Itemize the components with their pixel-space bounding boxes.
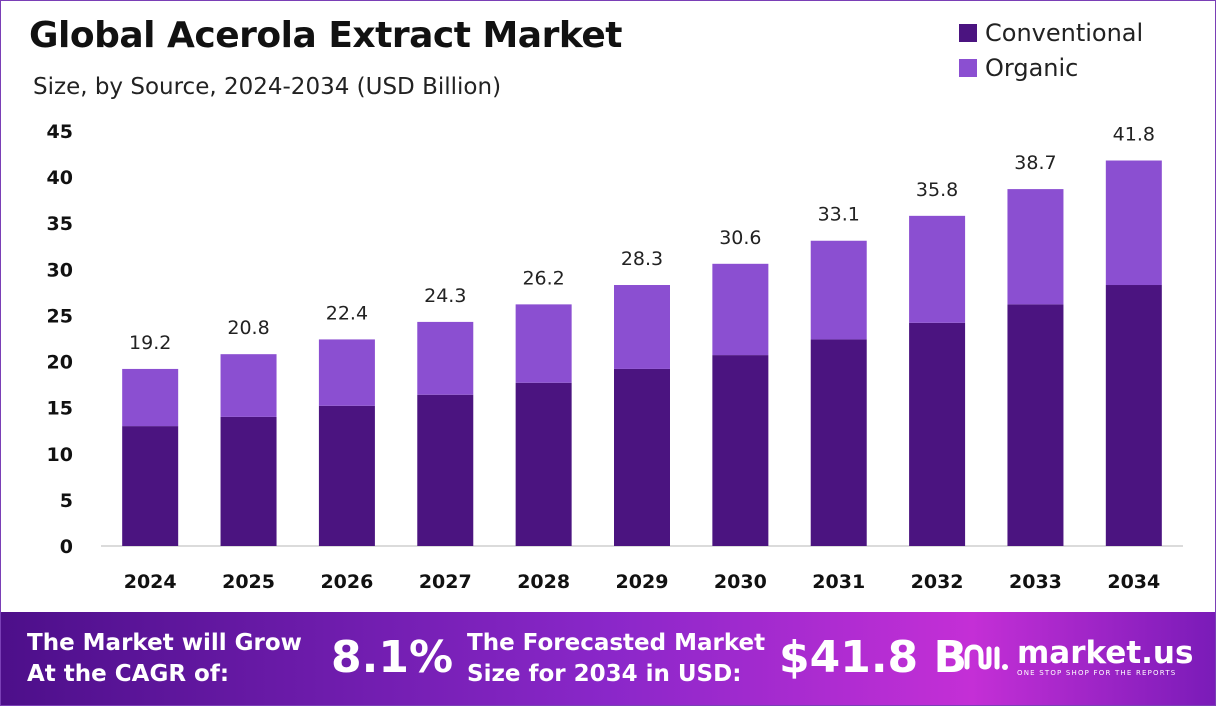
bar-organic xyxy=(318,339,375,406)
x-tick-label: 2033 xyxy=(1009,571,1062,593)
cagr-label-line1: The Market will Grow xyxy=(27,630,302,656)
data-label-total: 22.4 xyxy=(326,302,368,324)
bar-organic xyxy=(1007,189,1064,305)
brand-tagline: ONE STOP SHOP FOR THE REPORTS xyxy=(1017,669,1177,677)
data-label-total: 41.8 xyxy=(1113,124,1155,146)
forecast-label-line2: Size for 2034 in USD: xyxy=(467,661,742,687)
bar-conventional xyxy=(909,322,966,546)
y-tick-label: 30 xyxy=(47,259,73,281)
legend-item-conventional: Conventional xyxy=(959,15,1143,50)
x-tick-label: 2025 xyxy=(222,571,275,593)
y-tick-label: 20 xyxy=(47,352,73,374)
y-tick-label: 25 xyxy=(47,305,73,327)
bar-organic xyxy=(810,240,867,340)
data-label-total: 24.3 xyxy=(424,285,466,307)
cagr-value: 8.1% xyxy=(331,632,454,683)
data-label-total: 20.8 xyxy=(227,317,269,339)
bar-conventional xyxy=(515,382,572,546)
data-label-total: 30.6 xyxy=(719,227,761,249)
x-tick-label: 2027 xyxy=(419,571,472,593)
bar-conventional xyxy=(417,394,474,546)
x-tick-label: 2026 xyxy=(320,571,373,593)
legend-label-conventional: Conventional xyxy=(985,18,1144,47)
y-tick-label: 35 xyxy=(47,213,73,235)
summary-banner: The Market will Grow At the CAGR of: 8.1… xyxy=(1,612,1215,705)
y-tick-label: 0 xyxy=(60,536,73,558)
bar-organic xyxy=(220,354,277,417)
legend-label-organic: Organic xyxy=(985,53,1079,82)
data-label-total: 28.3 xyxy=(621,248,663,270)
cagr-label-line2: At the CAGR of: xyxy=(27,661,230,687)
y-tick-label: 15 xyxy=(47,398,73,420)
brand-logo: market.us ONE STOP SHOP FOR THE REPORTS xyxy=(963,637,1193,677)
x-tick-label: 2031 xyxy=(812,571,865,593)
legend-swatch-conventional xyxy=(959,23,977,42)
data-label-total: 33.1 xyxy=(818,204,860,226)
bar-conventional xyxy=(220,416,277,546)
y-tick-label: 45 xyxy=(47,121,73,143)
y-tick-label: 40 xyxy=(47,167,73,189)
forecast-label-line1: The Forecasted Market xyxy=(467,630,766,656)
bar-chart: 05101520253035404519.2202420.8202522.420… xyxy=(47,121,1183,593)
legend-item-organic: Organic xyxy=(959,50,1143,85)
data-label-total: 19.2 xyxy=(129,332,171,354)
bar-conventional xyxy=(810,339,867,546)
data-label-total: 35.8 xyxy=(916,179,958,201)
data-label-total: 26.2 xyxy=(522,267,564,289)
chart-legend: Conventional Organic xyxy=(959,15,1143,85)
legend-swatch-organic xyxy=(959,58,977,77)
bar-organic xyxy=(1105,160,1162,286)
x-tick-label: 2034 xyxy=(1107,571,1160,593)
bar-conventional xyxy=(1007,304,1064,546)
bar-organic xyxy=(712,263,769,356)
bar-conventional xyxy=(614,368,670,546)
bar-conventional xyxy=(712,355,769,546)
cagr-label: The Market will Grow At the CAGR of: xyxy=(27,628,302,690)
chart-title: Global Acerola Extract Market xyxy=(29,15,622,56)
bar-organic xyxy=(909,215,966,323)
market-us-logo-icon xyxy=(964,644,1008,670)
y-tick-label: 5 xyxy=(60,490,73,512)
bar-conventional xyxy=(122,426,179,546)
forecast-label: The Forecasted Market Size for 2034 in U… xyxy=(467,628,765,690)
x-tick-label: 2024 xyxy=(124,571,177,593)
x-tick-label: 2030 xyxy=(714,571,767,593)
bar-organic xyxy=(122,368,179,427)
forecast-value: $41.8 B xyxy=(779,632,968,683)
x-tick-label: 2029 xyxy=(616,571,669,593)
brand-name: market.us xyxy=(1017,635,1194,671)
x-tick-label: 2028 xyxy=(517,571,570,593)
bar-conventional xyxy=(318,405,375,546)
y-tick-label: 10 xyxy=(47,444,73,466)
bar-organic xyxy=(417,321,474,395)
data-label-total: 38.7 xyxy=(1014,152,1056,174)
chart-subtitle: Size, by Source, 2024-2034 (USD Billion) xyxy=(33,74,502,100)
bar-organic xyxy=(614,285,670,369)
bar-organic xyxy=(515,304,572,383)
bar-conventional xyxy=(1105,285,1162,546)
x-tick-label: 2032 xyxy=(911,571,964,593)
